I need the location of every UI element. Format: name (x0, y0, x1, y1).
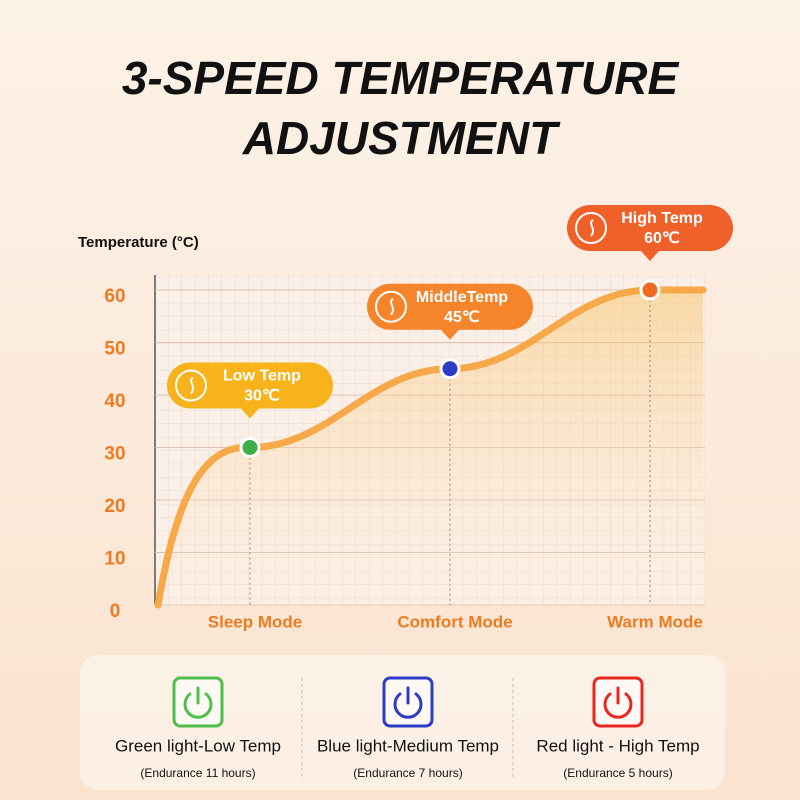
power-symbol (183, 692, 213, 719)
title: 3-SPEED TEMPERATURE (122, 52, 680, 104)
indicator-note: (Endurance 7 hours) (353, 766, 462, 780)
y-tick-label: 40 (104, 391, 125, 412)
axis-title: Temperature (°C) (78, 234, 199, 251)
callout-icon (175, 369, 207, 402)
callout-name: Low Temp (223, 368, 301, 385)
callout-name: MiddleTemp (416, 289, 508, 306)
curve-lead (154, 443, 254, 609)
indicator-note: (Endurance 11 hours) (140, 766, 255, 780)
area-fill (158, 290, 703, 605)
y-tick-label: 20 (104, 496, 125, 517)
callout-icon-wave (590, 219, 594, 237)
power-symbol (603, 692, 633, 719)
y-tick-label: 50 (104, 339, 125, 360)
value-label: 30℃ (244, 388, 280, 405)
y-tick-label: 30 (104, 444, 125, 465)
callout (167, 362, 333, 419)
callout-icon (375, 290, 407, 323)
x-tick-label: Sleep Mode (208, 612, 302, 631)
indicator-label: Red light - High Temp (536, 736, 699, 755)
callout-icon-wave (190, 376, 194, 395)
callout-icon (575, 212, 607, 244)
callout-icon-wave (390, 297, 394, 316)
indicator-label: Blue light-Medium Temp (317, 736, 499, 755)
x-tick-label: Warm Mode (607, 612, 703, 631)
callout (367, 283, 533, 340)
title: ADJUSTMENT (242, 112, 561, 164)
value-label: 45℃ (444, 309, 480, 326)
point-marker (439, 358, 461, 380)
y-tick-label: 10 (104, 549, 125, 570)
power-symbol (393, 692, 423, 719)
callout (567, 205, 733, 261)
callout-name: High Temp (621, 210, 703, 227)
point-marker (239, 437, 261, 458)
x-tick-label: Comfort Mode (397, 612, 512, 631)
point-marker (639, 279, 661, 301)
y-tick-label: 60 (104, 286, 125, 307)
indicator-label: Green light-Low Temp (115, 736, 281, 755)
y-tick-label: 0 (110, 601, 121, 622)
indicator-note: (Endurance 5 hours) (563, 766, 672, 780)
value-label: 60℃ (644, 230, 680, 247)
